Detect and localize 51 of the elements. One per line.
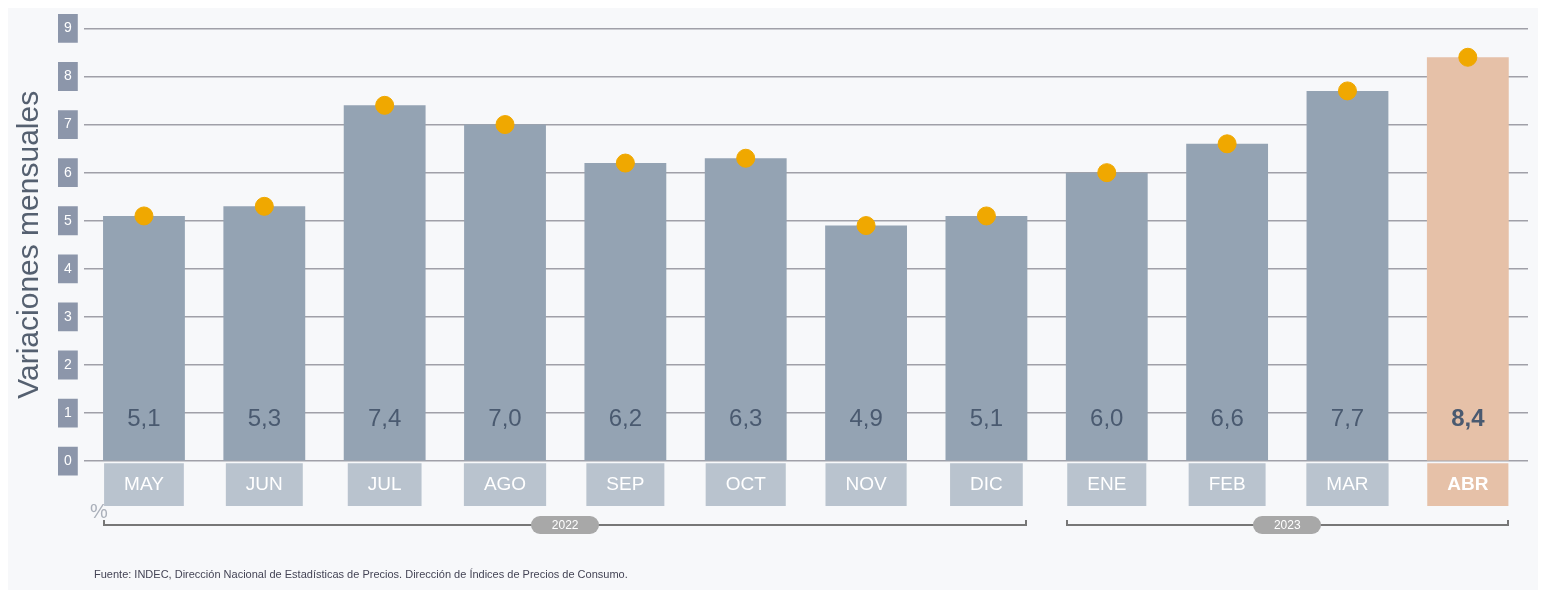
point — [856, 216, 876, 236]
data-label: 6,0 — [1090, 403, 1124, 431]
data-label: 5,1 — [127, 403, 161, 431]
x-tick-label: NOV — [845, 472, 887, 494]
point — [495, 115, 515, 135]
data-label: 7,4 — [367, 403, 402, 431]
x-tick-label: MAR — [1326, 472, 1369, 494]
source-note: Fuente: INDEC, Dirección Nacional de Estadísticas de Precios. Dirección de Índices de Precios de Consumo. — [93, 567, 629, 582]
x-tick-label: MAY — [124, 472, 165, 494]
y-tick-label: 6 — [63, 163, 72, 180]
y-tick-label: 5 — [63, 211, 72, 228]
point — [1217, 134, 1237, 154]
data-label: 7,0 — [488, 403, 522, 431]
point — [375, 95, 395, 115]
x-tick-label: ENE — [1087, 472, 1127, 494]
data-label: 6,6 — [1210, 403, 1244, 431]
x-tick-label: DIC — [970, 472, 1003, 494]
y-tick-label: 0 — [63, 452, 72, 469]
point — [134, 206, 154, 226]
x-tick-label: JUN — [245, 472, 283, 494]
data-label: 5,1 — [969, 403, 1004, 431]
data-label: 6,3 — [729, 403, 763, 431]
y-tick-label: 1 — [63, 403, 72, 420]
x-tick-label: FEB — [1208, 472, 1246, 494]
x-tick-label: AGO — [483, 472, 527, 494]
data-label: 8,4 — [1451, 403, 1486, 431]
point — [615, 153, 635, 173]
point — [1097, 163, 1117, 183]
point — [1458, 47, 1478, 67]
text: 2022 — [531, 516, 600, 534]
point — [1337, 81, 1357, 101]
y-tick-label: 9 — [63, 19, 72, 36]
data-label: 6,2 — [608, 403, 643, 431]
point — [254, 196, 274, 216]
y-axis-title: Variaciones mensuales — [11, 90, 45, 399]
point — [736, 148, 756, 168]
y-tick-label: 2 — [63, 355, 72, 372]
y-tick-label: 4 — [63, 259, 72, 276]
point — [976, 206, 996, 226]
x-tick-label: OCT — [725, 472, 767, 494]
y-tick-label: 3 — [63, 307, 72, 324]
data-label: 5,3 — [247, 403, 281, 431]
text: % — [90, 500, 108, 523]
x-tick-label: JUL — [367, 472, 402, 494]
data-label: 4,9 — [849, 403, 883, 431]
data-label: 7,7 — [1330, 403, 1365, 431]
x-tick-label: SEP — [606, 472, 645, 494]
x-tick-label: ABR — [1447, 472, 1489, 494]
text: 2023 — [1253, 516, 1322, 534]
y-tick-label: 7 — [63, 115, 72, 132]
y-tick-label: 8 — [63, 67, 72, 84]
